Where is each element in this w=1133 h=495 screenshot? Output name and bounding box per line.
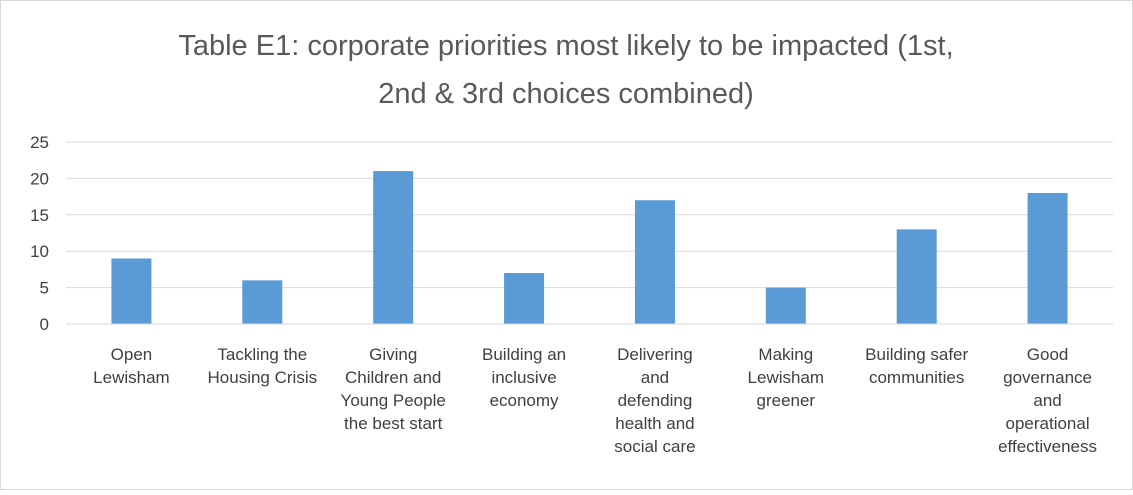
- y-tick-label: 15: [30, 206, 49, 225]
- x-category-label: Young People: [341, 391, 446, 410]
- y-tick-label: 5: [40, 279, 49, 298]
- x-category-label: the best start: [344, 414, 443, 433]
- x-category-label: Tackling the: [217, 345, 307, 364]
- x-category-label: effectiveness: [998, 437, 1097, 456]
- bar: [373, 171, 414, 324]
- chart-title-line-2: 2nd & 3rd choices combined): [378, 78, 754, 110]
- y-tick-label: 10: [30, 242, 49, 261]
- x-category-label: Building an: [482, 345, 566, 364]
- gridlines: [66, 141, 1113, 289]
- x-category-label: operational: [1006, 414, 1090, 433]
- x-category-label: and: [1033, 391, 1061, 410]
- x-category-label: health and: [615, 414, 694, 433]
- x-category-label: Lewisham: [748, 368, 825, 387]
- x-category-label: Giving: [369, 345, 417, 364]
- x-category-label: Housing Crisis: [208, 368, 318, 387]
- bar: [896, 229, 937, 324]
- x-category-label: governance: [1003, 368, 1092, 387]
- x-axis-category-labels: Open Lewisham Tackling the Housing Crisis Gi…: [93, 345, 1097, 456]
- bar: [634, 200, 675, 324]
- y-tick-label: 0: [40, 315, 49, 334]
- x-category-label: Lewisham: [93, 368, 170, 387]
- y-axis-tick-labels: 0 5 10 15 20 25: [30, 133, 49, 334]
- x-category-label: social care: [614, 437, 695, 456]
- bar: [504, 273, 545, 324]
- bars: [111, 171, 1068, 324]
- x-category-label: inclusive: [491, 368, 556, 387]
- x-category-label: defending: [618, 391, 693, 410]
- x-category-label: Children and: [345, 368, 441, 387]
- x-category-label: and: [641, 368, 669, 387]
- y-tick-label: 25: [30, 133, 49, 152]
- x-category-label: Making: [758, 345, 813, 364]
- bar: [765, 287, 806, 324]
- x-category-label: Good: [1027, 345, 1069, 364]
- bar: [242, 280, 283, 324]
- x-category-label: Delivering: [617, 345, 693, 364]
- x-category-label: economy: [490, 391, 559, 410]
- bar: [111, 258, 152, 324]
- x-category-label: communities: [869, 368, 964, 387]
- x-category-label: Open: [111, 345, 153, 364]
- x-category-label: greener: [757, 391, 816, 410]
- x-category-label: Building safer: [865, 345, 968, 364]
- y-tick-label: 20: [30, 169, 49, 188]
- bar: [1027, 192, 1068, 324]
- chart-title-line-1: Table E1: corporate priorities most like…: [178, 30, 953, 62]
